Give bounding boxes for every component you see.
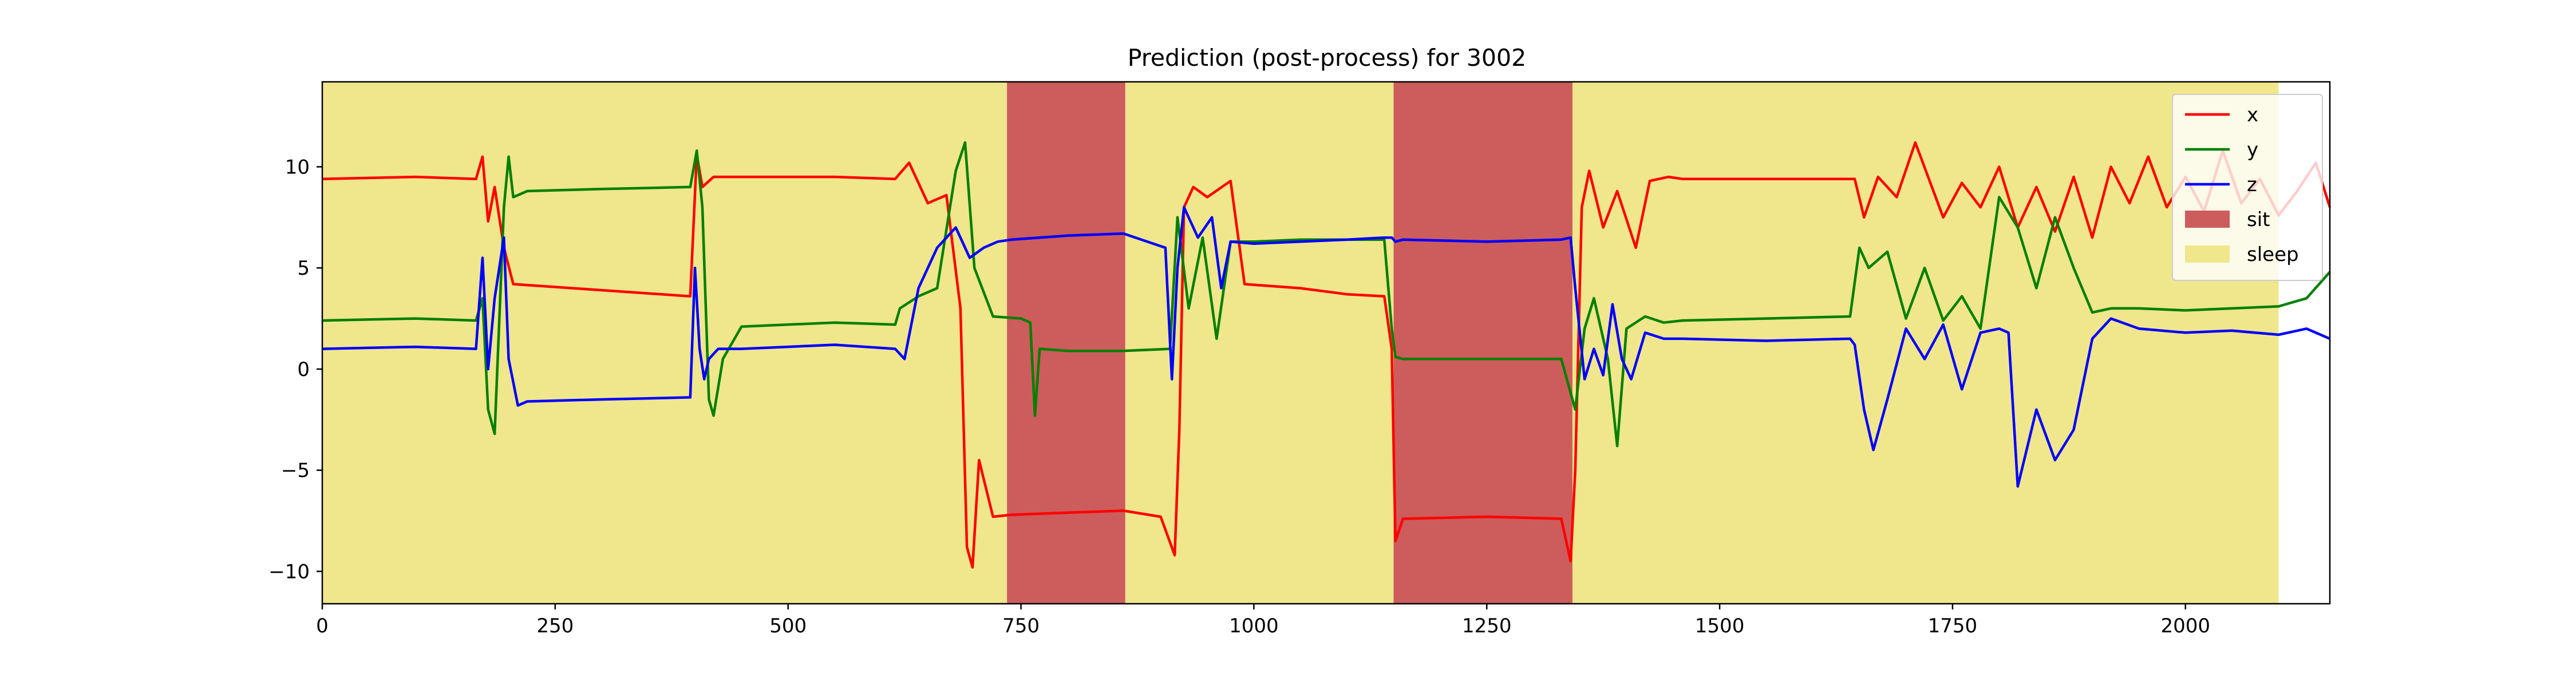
x-tick-label: 0 <box>316 615 329 637</box>
plot-frame <box>321 81 2331 605</box>
series-line-y <box>322 141 2331 448</box>
legend-swatch-sleep <box>2185 245 2230 263</box>
series-layer <box>322 141 2332 569</box>
x-tick-label: 1750 <box>1928 615 1978 637</box>
x-tick-label: 1250 <box>1462 615 1512 637</box>
series-line-x <box>322 141 2332 569</box>
region-sit <box>1007 82 1125 604</box>
y-tick-label: 5 <box>297 257 310 280</box>
region-sleep <box>322 82 1008 604</box>
legend-box <box>2172 94 2323 281</box>
y-tick-label: 0 <box>297 358 310 381</box>
x-tick-label: 1500 <box>1695 615 1745 637</box>
legend-label-sit: sit <box>2247 208 2270 231</box>
legend-label-sleep: sleep <box>2247 243 2299 266</box>
axes-layer: 0 250 500 750 1000 1250 1500 1750 2000 −10 −5 0 5 10 <box>268 81 2331 637</box>
x-tick-label: 1000 <box>1229 615 1279 637</box>
legend-swatch-sit <box>2185 211 2230 228</box>
x-tick-label: 250 <box>536 615 574 637</box>
y-tick-label: −5 <box>281 460 310 482</box>
region-sleep <box>1125 82 1394 604</box>
y-tick-label: −10 <box>268 560 310 583</box>
legend-label-x: x <box>2247 104 2258 126</box>
chart-title: Prediction (post-process) for 3002 <box>1128 44 1526 72</box>
region-sit <box>1393 82 1573 604</box>
legend-label-y: y <box>2247 138 2258 161</box>
legend: xyz sit sleep <box>2172 94 2323 281</box>
y-tick-label: 10 <box>285 156 310 179</box>
region-layer <box>322 82 2279 604</box>
legend-label-z: z <box>2247 173 2257 196</box>
x-tick-label: 750 <box>1002 615 1040 637</box>
x-tick-label: 500 <box>769 615 807 637</box>
x-tick-label: 2000 <box>2160 615 2210 637</box>
series-line-z <box>322 205 2330 488</box>
